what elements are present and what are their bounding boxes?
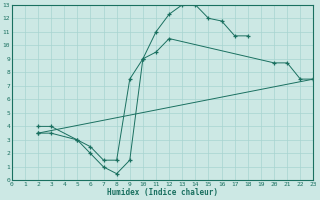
X-axis label: Humidex (Indice chaleur): Humidex (Indice chaleur) (107, 188, 218, 197)
